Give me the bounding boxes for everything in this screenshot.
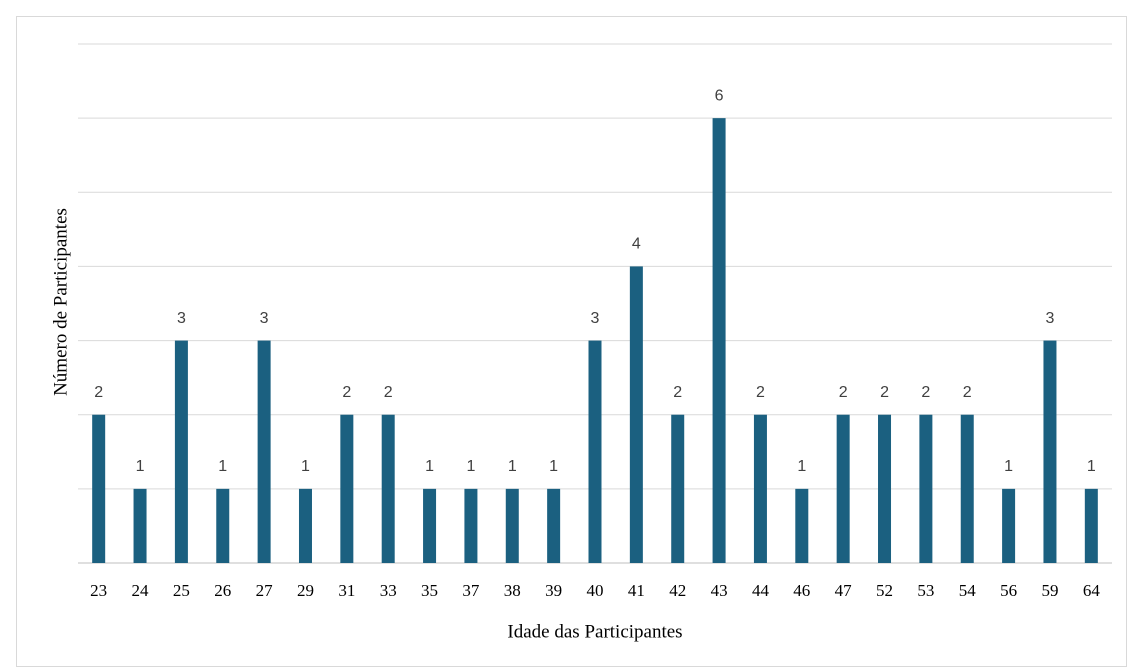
bar <box>423 488 437 563</box>
x-tick-label: 43 <box>711 581 728 600</box>
bar <box>1002 488 1016 563</box>
bar <box>753 414 767 563</box>
x-tick-label: 46 <box>793 581 810 600</box>
x-tick-label: 33 <box>380 581 397 600</box>
bar <box>92 414 106 563</box>
x-tick-label: 27 <box>256 581 274 600</box>
data-label: 3 <box>177 310 186 327</box>
x-tick-label: 44 <box>752 581 770 600</box>
data-label: 1 <box>301 458 310 475</box>
bar <box>298 488 312 563</box>
bar <box>712 118 726 564</box>
data-label: 3 <box>591 310 600 327</box>
data-label: 1 <box>549 458 558 475</box>
bar <box>216 488 230 563</box>
bar <box>1043 340 1057 563</box>
data-label: 1 <box>508 458 517 475</box>
data-label: 2 <box>94 384 103 401</box>
data-label: 2 <box>880 384 889 401</box>
data-label: 1 <box>1004 458 1013 475</box>
bar <box>629 266 643 563</box>
bar <box>464 488 478 563</box>
bar <box>671 414 685 563</box>
bar <box>257 340 271 563</box>
data-label: 2 <box>963 384 972 401</box>
x-tick-label: 39 <box>545 581 562 600</box>
data-label: 2 <box>756 384 765 401</box>
bar <box>381 414 395 563</box>
data-label: 1 <box>797 458 806 475</box>
data-label: 1 <box>136 458 145 475</box>
x-tick-label: 24 <box>132 581 150 600</box>
data-label: 1 <box>466 458 475 475</box>
data-label: 2 <box>673 384 682 401</box>
bar <box>340 414 354 563</box>
bar <box>919 414 933 563</box>
x-tick-label: 38 <box>504 581 521 600</box>
bar <box>960 414 974 563</box>
bar <box>588 340 602 563</box>
bar <box>836 414 850 563</box>
x-tick-label: 59 <box>1041 581 1058 600</box>
data-label: 3 <box>1046 310 1055 327</box>
x-tick-label: 54 <box>959 581 977 600</box>
x-axis-title: Idade das Participantes <box>507 621 682 642</box>
x-tick-label: 53 <box>917 581 934 600</box>
x-tick-label: 41 <box>628 581 645 600</box>
x-tick-label: 47 <box>835 581 853 600</box>
data-label: 3 <box>260 310 269 327</box>
bar <box>505 488 519 563</box>
data-label: 1 <box>425 458 434 475</box>
x-tick-label: 26 <box>214 581 231 600</box>
x-tick-label: 64 <box>1083 581 1101 600</box>
data-label: 4 <box>632 236 641 253</box>
bar <box>795 488 809 563</box>
bar <box>1084 488 1098 563</box>
x-tick-label: 52 <box>876 581 893 600</box>
x-tick-label: 37 <box>462 581 480 600</box>
bar <box>174 340 188 563</box>
y-axis-title: Número de Participantes <box>50 208 71 396</box>
bar <box>878 414 892 563</box>
data-label: 2 <box>921 384 930 401</box>
x-tick-label: 42 <box>669 581 686 600</box>
bar <box>133 488 147 563</box>
x-tick-label: 56 <box>1000 581 1017 600</box>
x-tick-label: 31 <box>338 581 355 600</box>
x-tick-label: 40 <box>587 581 604 600</box>
x-tick-label: 25 <box>173 581 190 600</box>
chart-frame <box>16 16 1127 667</box>
x-tick-label: 29 <box>297 581 314 600</box>
bar <box>547 488 561 563</box>
data-label: 2 <box>384 384 393 401</box>
x-tick-label: 35 <box>421 581 438 600</box>
data-label: 2 <box>342 384 351 401</box>
x-tick-label: 23 <box>90 581 107 600</box>
data-label: 6 <box>715 87 724 104</box>
data-label: 2 <box>839 384 848 401</box>
data-label: 1 <box>1087 458 1096 475</box>
data-label: 1 <box>218 458 227 475</box>
